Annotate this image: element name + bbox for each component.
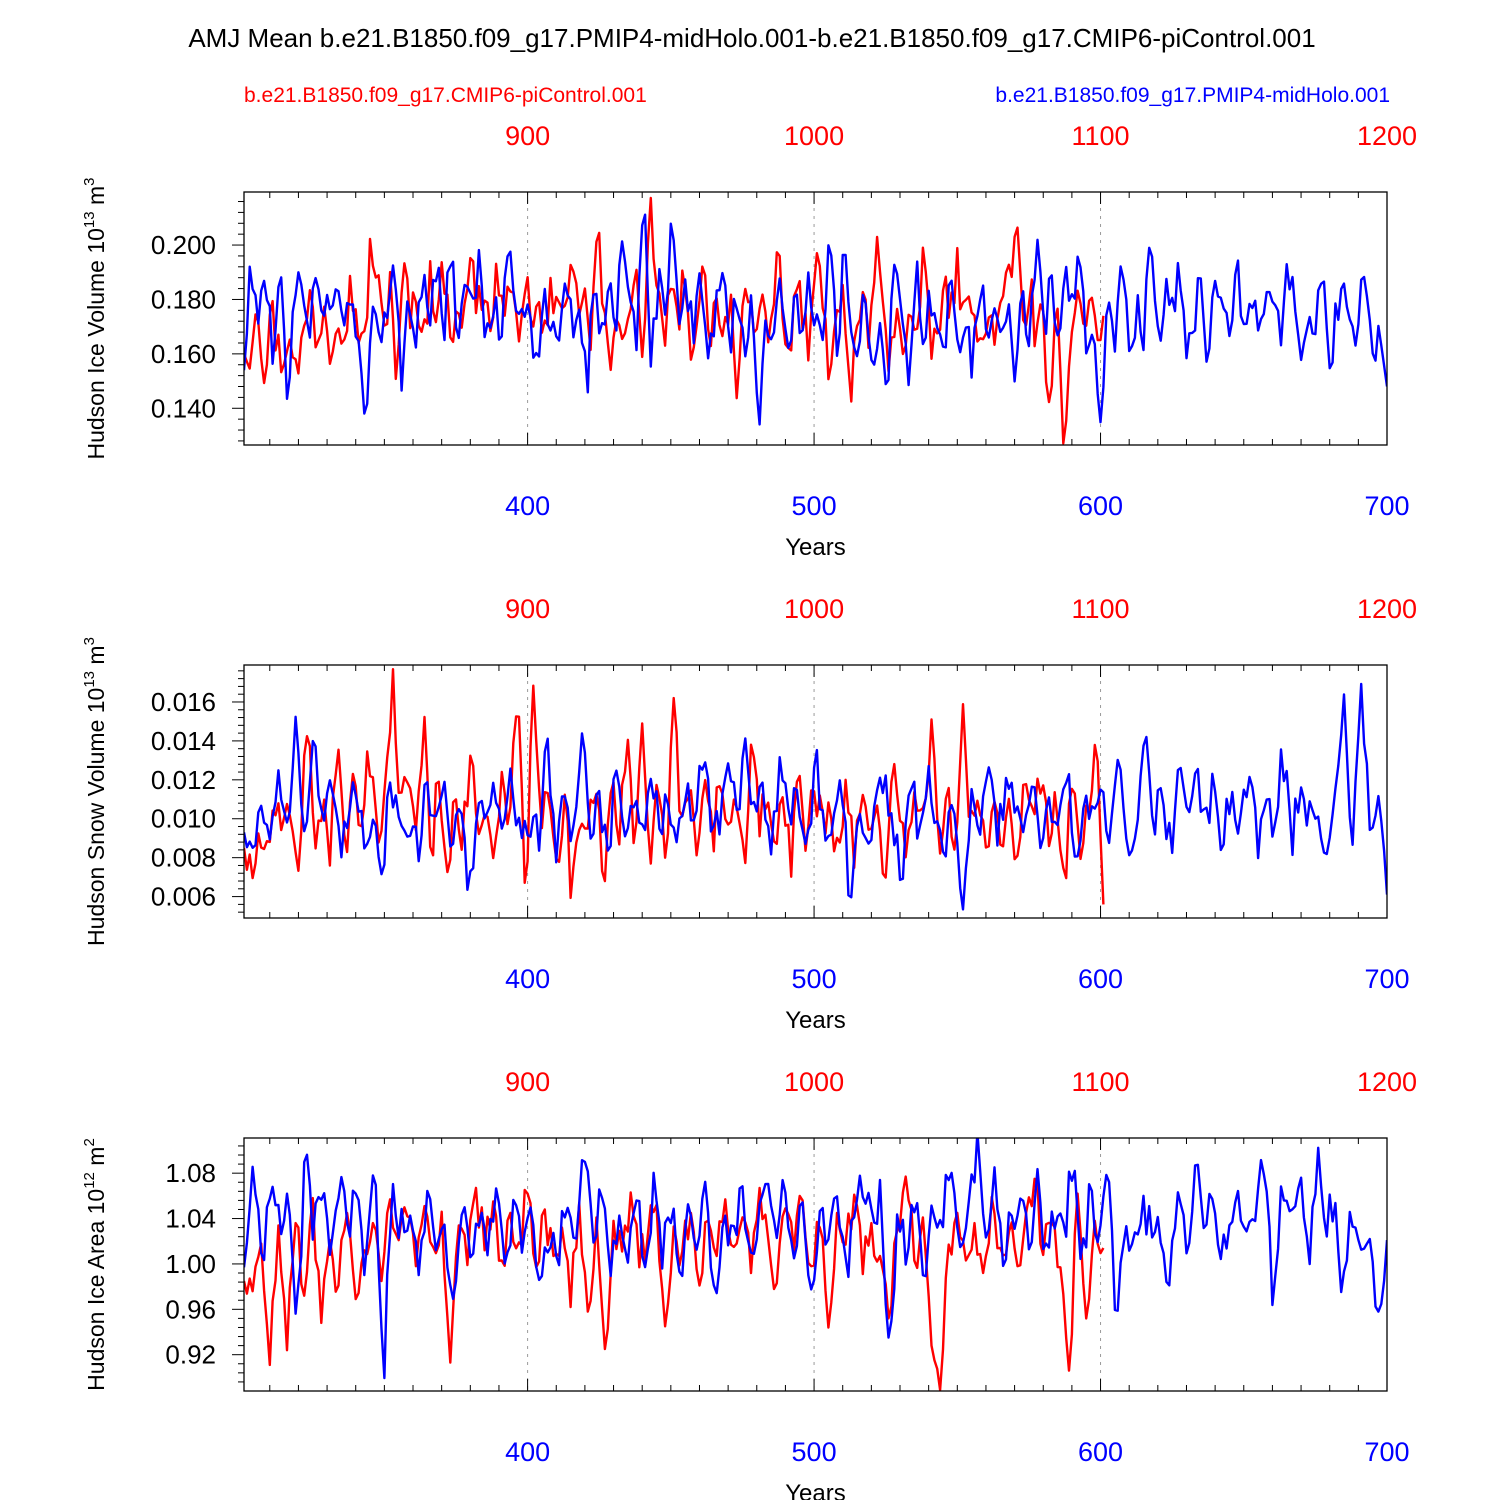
y-axis-label: Hudson Ice Volume 1013 m3: [81, 177, 109, 459]
y-axis-label-exponent: 12: [81, 1172, 98, 1189]
x-tick-label: 600: [1078, 964, 1123, 994]
series-line-picontrol: [244, 196, 1105, 445]
y-axis-label-text: m: [83, 1147, 109, 1173]
x-tick-label: 500: [792, 491, 837, 521]
y-tick-label: 0.014: [151, 726, 216, 756]
top-x-tick-label: 1200: [1357, 1067, 1417, 1097]
chart-panel-3: 400 500 600 700 900 1000 1100 1200 Years 0.92 0.96…: [81, 1067, 1417, 1500]
panels: 400 500 600 700 900 1000 1100 1200 Years 0.140 0.1…: [81, 121, 1417, 1500]
x-tick-label: 600: [1078, 1437, 1123, 1467]
top-x-tick-label: 1000: [784, 594, 844, 624]
x-tick-label: 400: [505, 964, 550, 994]
y-tick-label: 0.92: [165, 1340, 216, 1370]
x-axis-label: Years: [785, 534, 846, 561]
y-tick-label: 1.04: [165, 1204, 216, 1234]
top-x-tick-label: 1000: [784, 121, 844, 151]
y-axis-label-exponent: 3: [81, 177, 98, 185]
y-tick-label: 0.200: [151, 230, 216, 260]
figure-title: AMJ Mean b.e21.B1850.f09_g17.PMIP4-midHo…: [188, 23, 1315, 53]
legend-label-picontrol: b.e21.B1850.f09_g17.CMIP6-piControl.001: [244, 84, 647, 107]
top-x-tick-label: 900: [505, 1067, 550, 1097]
y-tick-label: 0.008: [151, 843, 216, 873]
top-x-tick-label: 900: [505, 594, 550, 624]
plot-frame: [243, 1137, 1388, 1392]
chart-panel-1: 400 500 600 700 900 1000 1100 1200 Years 0.140 0.1…: [81, 121, 1417, 561]
x-tick-label: 700: [1364, 491, 1409, 521]
y-axis-label-text: m: [83, 186, 109, 212]
y-tick-label: 0.010: [151, 804, 216, 834]
top-x-tick-label: 1100: [1072, 121, 1130, 151]
y-axis-label-exponent: 2: [81, 1138, 98, 1146]
y-tick-label: 0.006: [151, 882, 216, 912]
y-tick-label: 0.180: [151, 284, 216, 314]
y-tick-label: 0.96: [165, 1294, 216, 1324]
y-axis-label-text: Hudson Ice Volume 10: [83, 228, 109, 459]
x-tick-label: 500: [792, 964, 837, 994]
y-axis-label-exponent: 13: [81, 211, 98, 228]
x-axis-label: Years: [785, 1480, 846, 1500]
series-line-picontrol: [244, 668, 1105, 905]
chart-panel-2: 400 500 600 700 900 1000 1100 1200 Years 0.006 0.0…: [81, 594, 1417, 1034]
x-tick-label: 500: [792, 1437, 837, 1467]
top-x-tick-label: 1100: [1072, 594, 1130, 624]
y-tick-label: 0.140: [151, 393, 216, 423]
x-axis-label: Years: [785, 1007, 846, 1034]
series-line-midholo: [244, 682, 1387, 911]
plot-frame: [243, 664, 1388, 919]
y-axis-label-exponent: 3: [81, 637, 98, 645]
legend-label-midholo: b.e21.B1850.f09_g17.PMIP4-midHolo.001: [995, 84, 1390, 107]
x-tick-label: 400: [505, 491, 550, 521]
y-axis-label-text: m: [83, 645, 109, 671]
x-tick-label: 600: [1078, 491, 1123, 521]
y-tick-label: 1.08: [165, 1158, 216, 1188]
y-axis-label: Hudson Snow Volume 1013 m3: [81, 637, 109, 946]
top-x-tick-label: 1100: [1072, 1067, 1130, 1097]
y-axis-label-text: Hudson Snow Volume 10: [83, 688, 109, 946]
top-x-tick-label: 900: [505, 121, 550, 151]
y-tick-label: 0.016: [151, 687, 216, 717]
x-tick-label: 400: [505, 1437, 550, 1467]
y-tick-label: 0.012: [151, 765, 216, 795]
x-tick-label: 700: [1364, 1437, 1409, 1467]
top-x-tick-label: 1200: [1357, 121, 1417, 151]
top-x-tick-label: 1200: [1357, 594, 1417, 624]
series-line-midholo: [244, 1138, 1387, 1380]
y-axis-label-exponent: 13: [81, 671, 98, 688]
x-tick-label: 700: [1364, 964, 1409, 994]
y-tick-label: 0.160: [151, 339, 216, 369]
top-x-tick-label: 1000: [784, 1067, 844, 1097]
y-axis-label: Hudson Ice Area 1012 m2: [81, 1138, 109, 1391]
plot-frame: [243, 191, 1388, 446]
y-axis-label-text: Hudson Ice Area 10: [83, 1189, 109, 1391]
y-tick-label: 1.00: [165, 1249, 216, 1279]
series-line-midholo: [244, 213, 1387, 426]
